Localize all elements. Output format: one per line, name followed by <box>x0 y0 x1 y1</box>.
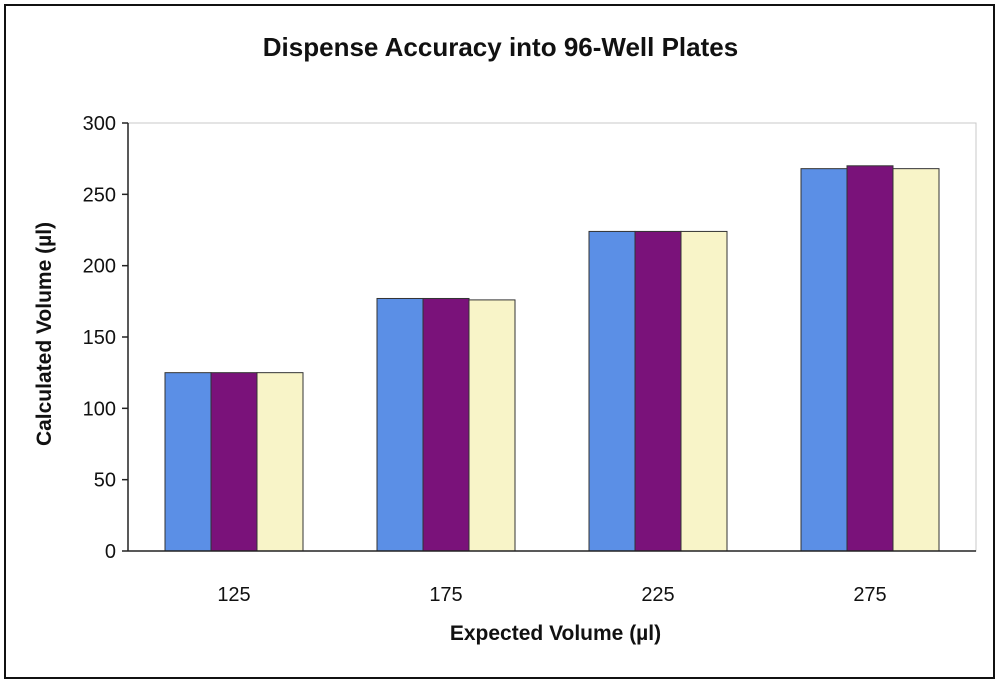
bar-225-series-1 <box>588 230 636 552</box>
bar-225-series-2 <box>634 230 682 552</box>
y-tick-label: 300 <box>83 113 116 135</box>
bar-125-series-1 <box>164 372 212 552</box>
x-tick-label: 125 <box>217 584 250 606</box>
x-axis-label: Expected Volume (µl) <box>449 622 662 645</box>
bar-225-series-3 <box>680 230 728 552</box>
y-tick-label: 0 <box>105 541 116 563</box>
x-tick-label: 175 <box>429 584 462 606</box>
x-tick-label: 225 <box>641 584 674 606</box>
bar-175-series-1 <box>376 297 424 552</box>
bar-125-series-3 <box>256 372 304 552</box>
bar-125-series-2 <box>210 372 258 552</box>
bar-275-series-2 <box>846 165 894 552</box>
y-tick-label: 50 <box>94 470 116 492</box>
y-tick-label: 150 <box>83 327 116 349</box>
y-tick-label: 200 <box>83 256 116 278</box>
bar-175-series-3 <box>468 299 516 552</box>
bar-275-series-3 <box>892 168 940 552</box>
x-tick-label: 275 <box>853 584 886 606</box>
bar-175-series-2 <box>422 297 470 552</box>
chart-title: Dispense Accuracy into 96-Well Plates <box>262 32 739 62</box>
y-tick-label: 250 <box>83 184 116 206</box>
bar-275-series-1 <box>800 168 848 552</box>
y-tick-label: 100 <box>83 398 116 420</box>
